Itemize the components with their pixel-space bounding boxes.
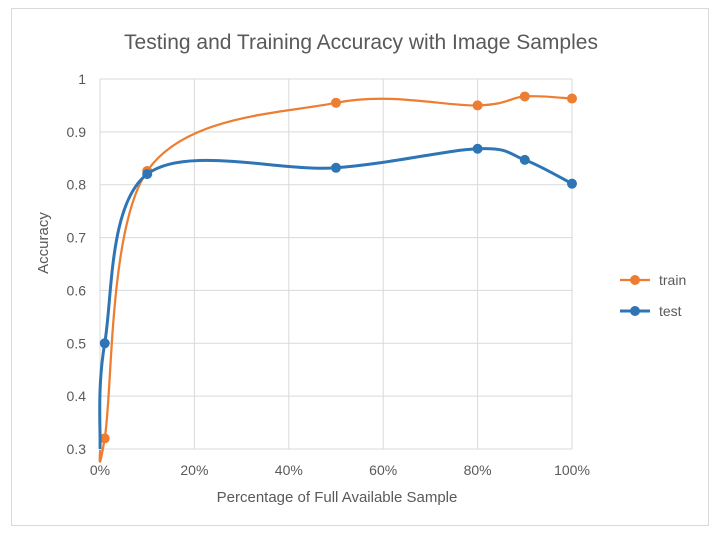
chart-title: Testing and Training Accuracy with Image… [124,31,598,54]
series-line-train [98,95,573,463]
series-group [98,91,577,463]
x-tick-label: 0% [90,462,110,478]
y-tick-label: 0.5 [67,335,87,351]
x-tick-label: 40% [275,462,303,478]
x-axis-label: Percentage of Full Available Sample [217,489,458,506]
data-point-test [99,338,110,349]
y-tick-label: 0.6 [67,282,87,298]
legend: train test [620,272,686,319]
legend-label: train [659,272,686,288]
data-point-train [99,433,110,444]
y-tick-label: 0.7 [67,230,87,246]
data-point-train [519,91,530,102]
x-tick-label: 80% [464,462,492,478]
series-test [98,143,577,450]
legend-label: test [659,303,682,319]
y-axis-label: Accuracy [35,212,52,274]
chart-frame [11,8,709,526]
x-axis-ticks: 0% 20% 40% 60% 80% 100% [90,462,590,478]
series-line-test [98,147,573,450]
y-tick-label: 0.9 [67,124,87,140]
y-tick-label: 0.8 [67,177,87,193]
y-axis-ticks: 0.3 0.4 0.5 0.6 0.7 0.8 0.9 1 [67,71,87,457]
legend-item-test: test [620,303,682,319]
legend-swatch-marker [630,275,640,285]
data-point-test [567,178,577,189]
data-point-test [519,154,530,165]
gridlines [99,78,573,450]
data-point-train [331,97,341,108]
x-tick-label: 20% [180,462,208,478]
series-train [98,91,577,463]
x-tick-label: 100% [554,462,590,478]
legend-swatch-marker [630,306,640,316]
y-tick-label: 1 [78,71,86,87]
data-point-train [567,93,577,104]
legend-item-train: train [620,272,686,288]
data-point-test [472,143,483,154]
data-point-train [472,100,483,111]
data-point-test [331,162,341,173]
y-tick-label: 0.3 [67,441,87,457]
x-tick-label: 60% [369,462,397,478]
data-point-test [142,169,153,180]
y-tick-label: 0.4 [67,388,87,404]
